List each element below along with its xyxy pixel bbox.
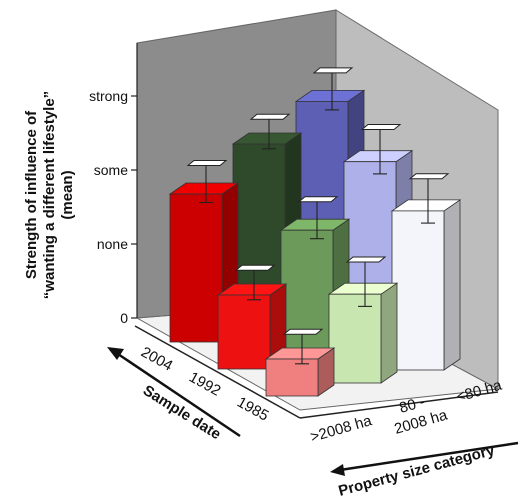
bar-front (217, 294, 271, 370)
error-bar (408, 173, 450, 224)
sample-date-axis-line (134, 325, 301, 419)
bar-side (380, 282, 398, 384)
bar-front (265, 358, 319, 397)
error-bar (297, 196, 339, 240)
y-tick-label: none (97, 236, 128, 252)
bars (168, 67, 462, 397)
property-size-arrow-head (330, 464, 345, 476)
bar-1985-2 (390, 173, 462, 371)
error-bar (186, 160, 228, 204)
y-axis: 0 none some strong (89, 43, 138, 326)
sample-date-arrow (114, 350, 241, 438)
bar-front (328, 293, 382, 384)
bar-front (391, 210, 445, 371)
sample-date-label-1992: 1992 (186, 369, 223, 400)
bar-1985-0 (264, 328, 336, 397)
bar-side (443, 199, 461, 371)
bar-front (169, 193, 223, 343)
property-label-gt2008: >2008 ha (308, 412, 374, 446)
y-label-line-2: “wanting a different lifestyle” (41, 91, 58, 299)
y-tick-label: 0 (120, 310, 128, 326)
error-bar (282, 328, 324, 365)
error-bar (360, 124, 402, 175)
y-label-line-3: (mean) (59, 170, 76, 219)
error-bar (249, 113, 291, 150)
property-size-axis-line (299, 391, 499, 419)
y-axis-label: Strength of influence of “wanting a diff… (23, 91, 76, 299)
property-size-axis-title: Property size category (337, 442, 497, 500)
y-tick-label: strong (89, 88, 128, 104)
error-bar (312, 67, 354, 111)
error-bar (234, 264, 276, 301)
bar-1985-1 (327, 256, 399, 384)
property-size-arrow (339, 441, 519, 472)
y-tick-label: some (94, 162, 128, 178)
bar-front (280, 229, 334, 357)
property-label-80-2008-a: 80 - (397, 393, 427, 416)
error-bar (345, 256, 387, 307)
y-label-line-1: Strength of influence of (23, 110, 40, 279)
sample-date-arrow-head (107, 347, 124, 360)
